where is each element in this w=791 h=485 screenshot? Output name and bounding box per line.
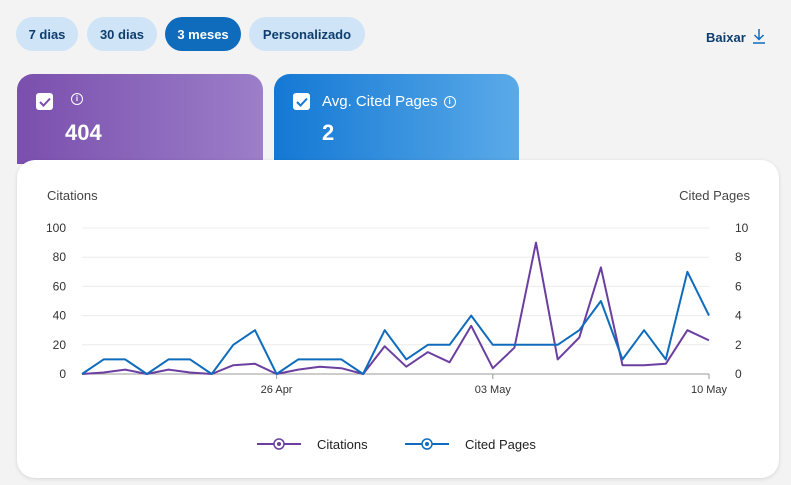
checkmark-icon	[38, 97, 51, 107]
legend-label: Cited Pages	[465, 437, 536, 452]
cited-pages-checkbox[interactable]	[293, 93, 310, 110]
y-tick-right: 8	[735, 250, 742, 264]
y-tick-right: 10	[735, 221, 749, 235]
info-icon[interactable]: i	[443, 95, 456, 108]
y-tick-left: 20	[53, 338, 67, 352]
info-icon[interactable]: i	[71, 93, 83, 105]
card-label: Avg. Cited Pages	[322, 93, 438, 110]
metric-card-citations[interactable]: i 404	[17, 74, 263, 164]
x-tick-label: 10 May	[691, 384, 728, 396]
y-tick-left: 0	[59, 367, 66, 381]
legend-marker-dot	[425, 442, 429, 446]
x-tick-label: 03 May	[475, 384, 512, 396]
y-tick-left: 40	[53, 309, 67, 323]
download-label: Baixar	[706, 30, 746, 45]
y-tick-right: 2	[735, 338, 742, 352]
y-tick-left: 80	[53, 250, 67, 264]
citations-checkbox[interactable]	[36, 93, 53, 110]
filter-custom[interactable]: Personalizado	[249, 17, 365, 51]
y-tick-left: 60	[53, 279, 67, 293]
right-axis-title: Cited Pages	[679, 188, 750, 203]
download-button[interactable]: Baixar	[706, 28, 766, 47]
y-tick-right: 4	[735, 309, 742, 323]
filter-7-days[interactable]: 7 dias	[16, 17, 78, 51]
download-icon	[752, 28, 766, 47]
y-tick-left: 100	[46, 221, 66, 235]
left-axis-title: Citations	[47, 188, 98, 203]
citations-value: 404	[65, 120, 102, 145]
legend-marker-dot	[277, 442, 281, 446]
checkmark-icon	[295, 97, 308, 107]
metric-card-cited-pages[interactable]: Avg. Cited Pages i 2	[274, 74, 519, 164]
cited-pages-value: 2	[322, 120, 335, 145]
y-tick-right: 0	[735, 367, 742, 381]
legend-label: Citations	[317, 437, 368, 452]
filter-30-days[interactable]: 30 dias	[87, 17, 157, 51]
filter-3-months[interactable]: 3 meses	[165, 17, 241, 51]
series-line-cited-pages	[81, 270, 710, 375]
x-tick-label: 26 Apr	[261, 384, 293, 396]
y-tick-right: 6	[735, 279, 742, 293]
chart-panel: Citations Cited Pages 100 10 80 8 60 6 40 4 20 2 0…	[17, 160, 779, 478]
series-line-citations	[81, 241, 710, 375]
